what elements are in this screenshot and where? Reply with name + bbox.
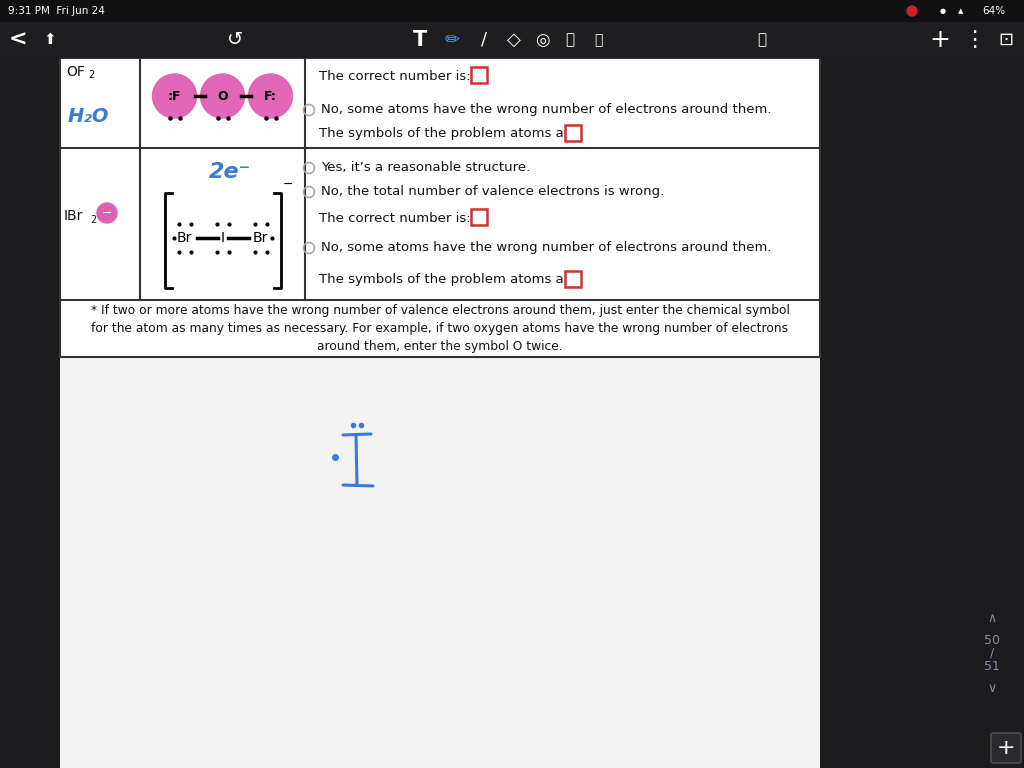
Text: F:: F: <box>264 90 276 102</box>
Text: ∨: ∨ <box>987 681 996 694</box>
Text: The symbols of the problem atoms are:: The symbols of the problem atoms are: <box>319 127 582 141</box>
Text: No, some atoms have the wrong number of electrons around them.: No, some atoms have the wrong number of … <box>321 104 771 117</box>
Text: 2e⁻: 2e⁻ <box>209 162 252 182</box>
Text: ↺: ↺ <box>226 31 243 49</box>
Text: 🔗: 🔗 <box>594 33 602 47</box>
Text: 64%: 64% <box>982 6 1006 16</box>
Text: No, the total number of valence electrons is wrong.: No, the total number of valence electron… <box>321 186 665 198</box>
Text: 50: 50 <box>984 634 1000 647</box>
Text: O: O <box>217 90 227 102</box>
Text: +: + <box>930 28 950 52</box>
Text: Yes, it’s a reasonable structure.: Yes, it’s a reasonable structure. <box>321 161 530 174</box>
Bar <box>565 125 581 141</box>
Circle shape <box>907 6 918 16</box>
Text: Br: Br <box>253 231 268 245</box>
Text: The correct number is:: The correct number is: <box>319 69 471 82</box>
Text: ⬆: ⬆ <box>44 32 56 48</box>
Text: 51: 51 <box>984 660 1000 673</box>
Text: H₂O: H₂O <box>68 107 110 125</box>
Text: ⊡: ⊡ <box>998 31 1014 49</box>
Bar <box>471 67 487 83</box>
Bar <box>60 148 820 300</box>
Bar <box>60 58 820 357</box>
Text: ⋮: ⋮ <box>963 30 985 50</box>
Text: ▲: ▲ <box>958 8 964 14</box>
Circle shape <box>97 203 117 223</box>
Text: +: + <box>996 738 1016 758</box>
Text: No, some atoms have the wrong number of electrons around them.: No, some atoms have the wrong number of … <box>321 241 771 254</box>
Text: ✏: ✏ <box>444 31 460 49</box>
Text: Br: Br <box>177 231 193 245</box>
Bar <box>471 209 487 225</box>
Text: 9:31 PM  Fri Jun 24: 9:31 PM Fri Jun 24 <box>8 6 104 16</box>
Text: /: / <box>481 31 487 49</box>
Text: −: − <box>283 178 293 191</box>
Bar <box>60 58 820 768</box>
Text: 2: 2 <box>88 70 94 80</box>
Text: −: − <box>101 207 113 220</box>
Text: OF: OF <box>66 65 85 79</box>
Text: The symbols of the problem atoms are:: The symbols of the problem atoms are: <box>319 273 582 286</box>
Text: IBr: IBr <box>63 209 83 223</box>
Ellipse shape <box>153 74 197 118</box>
Bar <box>565 271 581 287</box>
Text: <: < <box>8 30 28 50</box>
Text: ◇: ◇ <box>507 31 521 49</box>
Bar <box>60 300 820 357</box>
FancyBboxPatch shape <box>991 733 1021 763</box>
Ellipse shape <box>201 74 245 118</box>
Text: ◎: ◎ <box>535 31 549 49</box>
Text: The correct number is:: The correct number is: <box>319 211 471 224</box>
Text: 2: 2 <box>90 215 96 225</box>
Text: ∧: ∧ <box>987 611 996 624</box>
Ellipse shape <box>249 74 293 118</box>
Text: ✋: ✋ <box>565 32 574 48</box>
Bar <box>0 0 1024 22</box>
Text: /: / <box>990 647 994 660</box>
Text: I: I <box>220 231 224 245</box>
Bar <box>60 58 820 148</box>
Text: ●: ● <box>940 8 946 14</box>
Bar <box>0 22 1024 58</box>
Text: :F: :F <box>168 90 181 102</box>
Text: T: T <box>413 30 427 50</box>
Text: * If two or more atoms have the wrong number of valence electrons around them, j: * If two or more atoms have the wrong nu… <box>90 304 790 353</box>
Text: 🎤: 🎤 <box>758 32 767 48</box>
